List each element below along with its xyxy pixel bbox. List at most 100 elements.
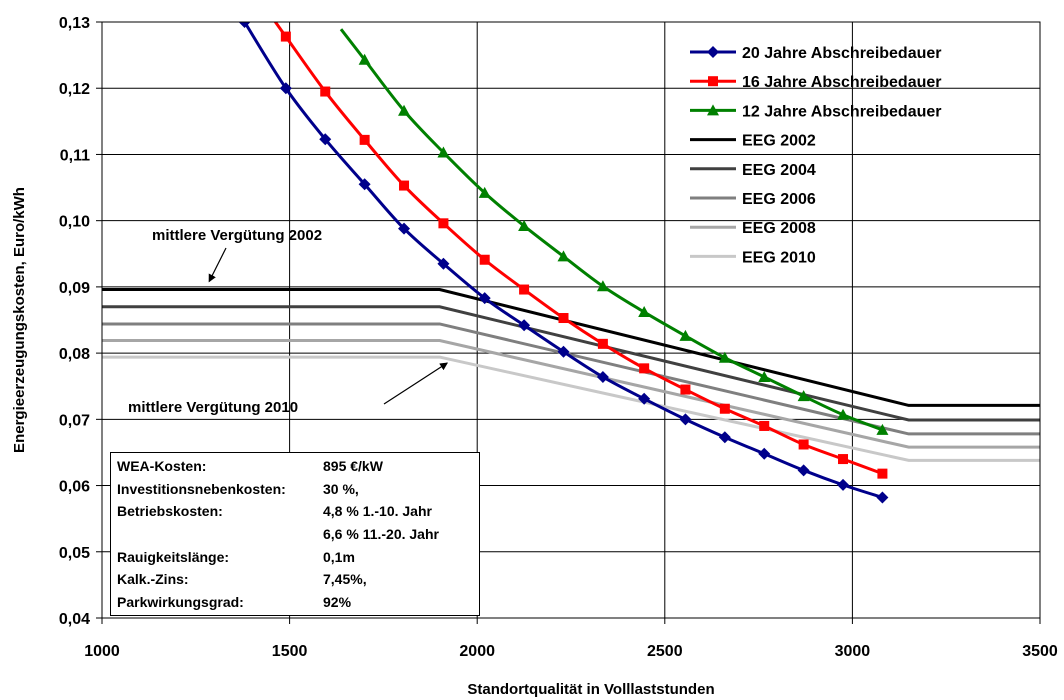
data-point: [877, 468, 888, 479]
x-tick-label: 2000: [459, 643, 495, 660]
y-tick-label: 0,06: [59, 479, 90, 496]
series-line: [102, 305, 1040, 422]
data-point: [398, 222, 411, 235]
data-point: [838, 454, 849, 465]
data-point: [837, 478, 850, 491]
parameter-value: 4,8 % 1.-10. Jahr: [323, 503, 432, 520]
parameter-key: Parkwirkungsgrad:: [117, 593, 244, 610]
y-tick-label: 0,09: [59, 280, 90, 297]
data-point: [680, 384, 691, 395]
data-point: [358, 178, 371, 191]
parameter-row: Parkwirkungsgrad: 92%: [117, 591, 439, 614]
y-tick-label: 0,04: [59, 611, 90, 628]
parameter-key: Betriebskosten:: [117, 503, 223, 520]
data-point: [437, 146, 450, 158]
parameter-row: Rauigkeitslänge: 0,1m: [117, 545, 439, 568]
parameter-key: Rauigkeitslänge:: [117, 548, 230, 565]
parameter-value: 30 %,: [323, 480, 359, 497]
data-point: [279, 82, 292, 95]
data-point: [638, 306, 651, 318]
parameter-value: 0,1m: [323, 548, 355, 565]
parameter-key: Kalk.-Zins:: [117, 571, 189, 588]
tick-labels: 0,04 0,05 0,06 0,07 0,08 0,09 0,10 0,11 0,12 0,13…: [59, 15, 1058, 660]
x-tick-label: 1500: [272, 643, 308, 660]
annotations: mittlere Vergütung 2002 mittlere Vergütun…: [128, 227, 449, 416]
data-point: [437, 257, 450, 270]
annotation-2002: mittlere Vergütung 2002: [152, 227, 322, 244]
data-point: [679, 329, 692, 341]
parameter-box: WEA-Kosten: 895 €/kW Investitionsnebenkost…: [110, 452, 480, 616]
series-layer: [102, 22, 1040, 504]
data-point: [876, 491, 889, 504]
legend-marker: [708, 76, 718, 87]
data-point: [238, 22, 251, 28]
data-point: [280, 31, 291, 42]
series-line: [102, 355, 1040, 462]
x-tick-label: 3500: [1022, 643, 1058, 660]
x-tick-label: 1000: [84, 643, 120, 660]
data-point: [398, 104, 411, 116]
series-7: [102, 355, 1040, 462]
data-point: [798, 439, 809, 450]
data-point: [359, 134, 370, 145]
legend-label: EEG 2006: [742, 191, 816, 208]
data-point: [639, 363, 650, 374]
parameter-value: 7,45%,: [323, 571, 367, 588]
data-point: [638, 392, 651, 405]
series-2: [339, 28, 889, 435]
data-point: [519, 284, 530, 295]
y-tick-label: 0,12: [59, 81, 90, 98]
data-point: [558, 313, 569, 324]
data-point: [596, 280, 609, 292]
data-point: [876, 423, 889, 435]
series-5: [102, 322, 1040, 436]
series-6: [102, 339, 1040, 449]
legend-label: EEG 2008: [742, 220, 816, 237]
legend-label: 12 Jahre Abschreibedauer: [742, 103, 942, 120]
series-line: [273, 22, 883, 476]
parameter-table: WEA-Kosten: 895 €/kW Investitionsnebenkost…: [117, 455, 439, 613]
y-tick-label: 0,10: [59, 214, 90, 231]
series-line: [102, 322, 1040, 436]
legend-label: EEG 2002: [742, 133, 816, 150]
data-point: [478, 186, 491, 198]
plot-frame: [101, 21, 1041, 619]
series-0: [238, 22, 889, 504]
legend-label: 16 Jahre Abschreibedauer: [742, 74, 942, 91]
data-point: [596, 370, 609, 383]
x-axis-label: Standortqualität in Volllaststunden: [467, 681, 714, 698]
data-point: [758, 370, 771, 382]
parameter-key: [117, 523, 323, 546]
data-point: [597, 338, 608, 349]
data-point: [479, 254, 490, 265]
data-point: [718, 431, 731, 444]
series-1: [273, 22, 888, 479]
parameter-row: Investitionsnebenkosten: 30 %,: [117, 478, 439, 501]
data-point: [837, 408, 850, 420]
y-tick-label: 0,08: [59, 346, 90, 363]
parameter-value: 92%: [323, 593, 352, 610]
y-tick-label: 0,05: [59, 545, 90, 562]
legend-label: EEG 2004: [742, 162, 816, 179]
data-point: [719, 403, 730, 414]
annotation-2010: mittlere Vergütung 2010: [128, 399, 298, 416]
data-point: [319, 133, 332, 146]
parameter-row: Kalk.-Zins: 7,45%,: [117, 568, 439, 591]
y-tick-label: 0,13: [59, 15, 90, 32]
legend-label: 20 Jahre Abschreibedauer: [742, 45, 942, 62]
data-point: [797, 464, 810, 477]
parameter-row: Betriebskosten: 4,8 % 1.-10. Jahr: [117, 500, 439, 523]
y-axis-label: Energieerzeugungskosten, Euro/kWh: [11, 187, 28, 453]
data-point: [358, 53, 371, 65]
data-point: [320, 86, 331, 97]
annotation-arrow: [383, 362, 449, 405]
parameter-value: 895 €/kW: [323, 458, 383, 475]
parameter-key: Investitionsnebenkosten:: [117, 480, 286, 497]
axis-labels: Standortqualität in Volllaststunden Energ…: [11, 187, 715, 698]
data-point: [758, 447, 771, 460]
legend-label: EEG 2010: [742, 249, 816, 266]
y-tick-label: 0,07: [59, 412, 90, 429]
series-4: [102, 305, 1040, 422]
data-point: [399, 180, 410, 191]
legend-marker: [707, 46, 719, 58]
